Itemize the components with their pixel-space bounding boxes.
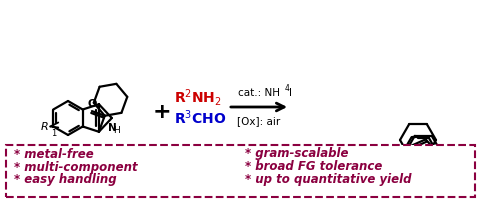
- Text: O: O: [87, 99, 96, 109]
- Text: N: N: [108, 123, 117, 133]
- Text: * gram-scalable: * gram-scalable: [245, 148, 348, 160]
- Text: +: +: [153, 102, 171, 122]
- Text: * broad FG tolerance: * broad FG tolerance: [245, 160, 382, 173]
- Text: –R: –R: [446, 144, 462, 158]
- Text: 1: 1: [382, 164, 387, 173]
- Text: R: R: [370, 156, 378, 166]
- Text: R$^3$CHO: R$^3$CHO: [174, 109, 227, 127]
- Text: 3: 3: [401, 188, 407, 197]
- Text: H: H: [113, 126, 120, 135]
- Text: R: R: [40, 121, 48, 132]
- Text: 1: 1: [51, 130, 56, 138]
- Text: R$^2$NH$_2$: R$^2$NH$_2$: [174, 88, 222, 108]
- Text: R: R: [394, 180, 403, 190]
- Text: I: I: [289, 88, 292, 98]
- Text: 2: 2: [459, 154, 465, 163]
- Bar: [6, 145, 475, 197]
- Text: cat.: NH: cat.: NH: [238, 88, 280, 98]
- Text: * up to quantitative yield: * up to quantitative yield: [245, 173, 412, 186]
- Text: 4: 4: [285, 84, 290, 93]
- Text: * multi-component: * multi-component: [14, 160, 138, 173]
- Text: * easy handling: * easy handling: [14, 173, 117, 186]
- Text: [Ox]: air: [Ox]: air: [237, 116, 281, 126]
- Text: N: N: [438, 144, 448, 158]
- Text: N: N: [401, 183, 412, 196]
- Text: * metal-free: * metal-free: [14, 148, 94, 160]
